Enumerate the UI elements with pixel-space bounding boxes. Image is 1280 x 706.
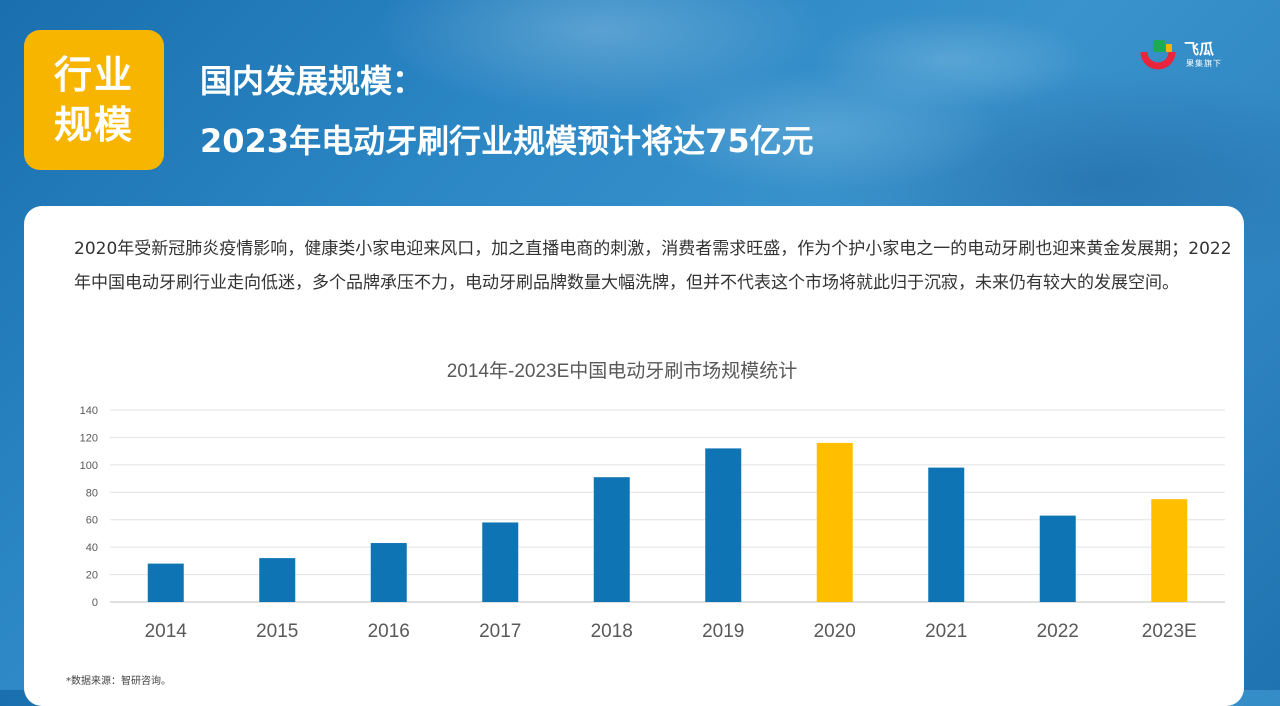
x-tick-label-2017: 2017 — [479, 621, 521, 642]
logo-tagline: 果集旗下 — [1186, 59, 1222, 68]
y-tick-label-80: 80 — [86, 487, 98, 499]
bar-2019 — [705, 448, 742, 602]
bar-2015 — [259, 558, 296, 602]
badge-line-1: 行业 — [53, 53, 134, 97]
y-tick-label-40: 40 — [86, 542, 98, 554]
badge-line-2: 规模 — [53, 103, 134, 147]
logo-mark-icon — [1140, 40, 1176, 70]
y-tick-label-100: 100 — [80, 460, 98, 472]
bar-2018 — [593, 477, 630, 602]
x-tick-label-2014: 2014 — [145, 621, 188, 642]
content-card — [24, 206, 1244, 706]
x-tick-label-2016: 2016 — [368, 621, 410, 642]
bar-2022 — [1039, 515, 1076, 602]
brand-logo: 飞瓜 果集旗下 — [1140, 38, 1250, 72]
page-subtitle: 2023年电动牙刷行业规模预计将达75亿元 — [200, 122, 814, 160]
page-title: 国内发展规模： — [200, 62, 425, 100]
section-badge: 行业 规模 — [24, 30, 164, 170]
chart-title: 2014年-2023E中国电动牙刷市场规模统计 — [446, 361, 798, 382]
bar-2021 — [928, 467, 965, 602]
x-tick-label-2021: 2021 — [925, 621, 967, 642]
logo-name: 飞瓜 — [1184, 40, 1215, 58]
x-tick-label-2023E: 2023E — [1142, 621, 1197, 642]
x-tick-label-2019: 2019 — [702, 621, 744, 642]
bar-chart: 0 20 40 60 80 100 120 140 2014 2015 2016 2017 2018 20… — [80, 405, 1225, 642]
x-tick-label-2022: 2022 — [1037, 621, 1079, 642]
y-tick-label-120: 120 — [80, 432, 98, 444]
y-tick-label-0: 0 — [92, 597, 98, 609]
bar-2014 — [147, 563, 184, 602]
description-text: 2020年受新冠肺炎疫情影响，健康类小家电迎来风口，加之直播电商的刺激，消费者需… — [74, 239, 1232, 293]
data-source-note: *数据来源：智研咨询。 — [66, 676, 171, 687]
bar-2020 — [816, 442, 853, 602]
x-tick-label-2015: 2015 — [256, 621, 298, 642]
x-tick-label-2020: 2020 — [814, 621, 856, 642]
bar-2023E — [1151, 499, 1188, 602]
bar-2017 — [482, 522, 519, 602]
bar-2016 — [370, 543, 407, 602]
y-tick-label-20: 20 — [86, 570, 98, 582]
y-tick-label-140: 140 — [80, 405, 98, 417]
x-tick-label-2018: 2018 — [591, 621, 633, 642]
y-tick-label-60: 60 — [86, 515, 98, 527]
